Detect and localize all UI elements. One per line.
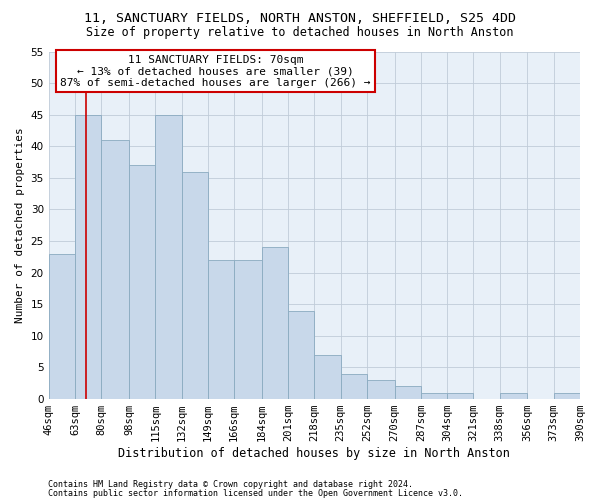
Bar [554, 393, 580, 399]
Text: Contains public sector information licensed under the Open Government Licence v3: Contains public sector information licen… [48, 488, 463, 498]
Bar [182, 172, 208, 399]
Text: Contains HM Land Registry data © Crown copyright and database right 2024.: Contains HM Land Registry data © Crown c… [48, 480, 413, 489]
Bar [447, 393, 473, 399]
Text: Size of property relative to detached houses in North Anston: Size of property relative to detached ho… [86, 26, 514, 39]
Bar [395, 386, 421, 399]
Bar [314, 355, 341, 399]
Bar [262, 248, 288, 399]
Text: 11 SANCTUARY FIELDS: 70sqm
← 13% of detached houses are smaller (39)
87% of semi: 11 SANCTUARY FIELDS: 70sqm ← 13% of deta… [60, 54, 371, 88]
Bar [421, 393, 447, 399]
Bar [101, 140, 129, 399]
X-axis label: Distribution of detached houses by size in North Anston: Distribution of detached houses by size … [118, 447, 510, 460]
Y-axis label: Number of detached properties: Number of detached properties [15, 128, 25, 323]
Bar [234, 260, 262, 399]
Bar [341, 374, 367, 399]
Bar [208, 260, 234, 399]
Text: 11, SANCTUARY FIELDS, NORTH ANSTON, SHEFFIELD, S25 4DD: 11, SANCTUARY FIELDS, NORTH ANSTON, SHEF… [84, 12, 516, 26]
Bar [155, 114, 182, 399]
Bar [288, 310, 314, 399]
Bar [75, 114, 101, 399]
Bar [49, 254, 75, 399]
Bar [500, 393, 527, 399]
Bar [367, 380, 395, 399]
Bar [129, 166, 155, 399]
